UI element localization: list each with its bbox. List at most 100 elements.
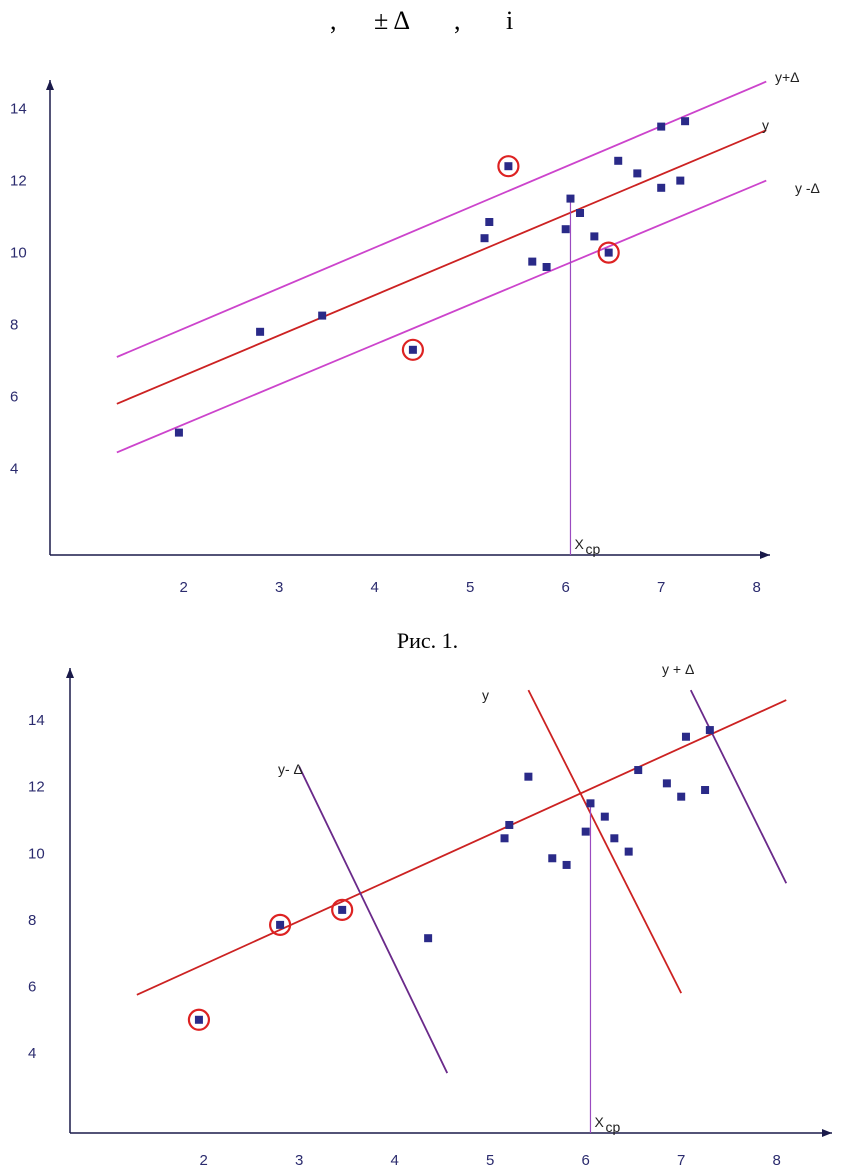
data-point [624, 847, 633, 856]
data-point [505, 820, 514, 829]
data-point [701, 786, 710, 795]
header-letter: і [506, 6, 514, 35]
data-point [548, 854, 557, 863]
y-tick-label: 10 [28, 845, 45, 862]
y-tick-label: 4 [28, 1045, 36, 1062]
x-tick-label: 2 [180, 579, 188, 596]
data-point [662, 779, 671, 788]
y-tick-label: 12 [10, 173, 27, 190]
data-point [480, 234, 489, 243]
y-tick-label: 6 [10, 389, 18, 406]
data-point [657, 122, 666, 131]
data-point [318, 311, 327, 320]
x-tick-label: 6 [582, 1152, 590, 1169]
outlier-circle [331, 898, 354, 921]
outlier-circle [269, 913, 292, 936]
data-point [633, 169, 642, 178]
data-point [174, 428, 183, 437]
data-point [677, 792, 686, 801]
x-tick-label: 8 [773, 1152, 781, 1169]
data-point [524, 772, 533, 781]
header-fragment: , ± Δ , і [0, 6, 855, 40]
x-tick-label: 5 [466, 579, 474, 596]
chart-1: 2 3 4 5 6 7 8 4 6 8 10 12 14 X ср y+Δ y y -Δ [10, 69, 820, 596]
line-label: y [482, 687, 489, 703]
data-point [542, 263, 551, 271]
data-point [561, 225, 570, 234]
data-point [528, 257, 537, 266]
data-point [581, 827, 590, 836]
outlier-circle [401, 338, 424, 361]
x-tick-label: 6 [562, 579, 570, 596]
data-point [566, 194, 575, 203]
y-axis-arrow [46, 80, 54, 90]
x-tick-label: 2 [200, 1152, 208, 1169]
x-tick-label: 3 [275, 579, 283, 596]
data-point [634, 766, 643, 775]
data-point [562, 860, 571, 869]
data-point [657, 183, 666, 192]
x-mean-subscript: ср [605, 1119, 620, 1135]
x-axis-arrow [760, 551, 770, 559]
data-point [424, 934, 433, 943]
data-point [604, 248, 613, 257]
data-point [504, 162, 513, 171]
data-point [256, 327, 265, 336]
series-line-2 [298, 766, 449, 1074]
x-tick-label: 4 [391, 1152, 399, 1169]
data-point [610, 834, 619, 843]
x-tick-label: 3 [295, 1152, 303, 1169]
x-tick-label: 5 [486, 1152, 494, 1169]
y-tick-label: 4 [10, 461, 18, 478]
x-mean-label: X [594, 1114, 604, 1130]
data-point [590, 232, 599, 241]
line-label: y [762, 117, 769, 133]
y-tick-label: 10 [10, 245, 27, 262]
header-plus-minus-delta: ± Δ [374, 6, 411, 35]
x-tick-label: 4 [371, 579, 379, 596]
y-axis-arrow [66, 668, 74, 678]
data-point [705, 726, 714, 735]
y-tick-label: 6 [28, 978, 36, 995]
header-comma: , [330, 6, 337, 35]
line-label: y+Δ [775, 69, 800, 85]
series-line-1 [527, 689, 683, 994]
x-mean-subscript: ср [585, 541, 600, 557]
data-point [681, 117, 690, 126]
series-line-2 [116, 179, 767, 454]
y-tick-label: 12 [28, 779, 45, 796]
data-point [676, 176, 685, 185]
y-tick-label: 8 [28, 912, 36, 929]
x-tick-label: 7 [657, 579, 665, 596]
series-line-0 [136, 699, 787, 996]
data-point [614, 156, 623, 165]
line-label: y -Δ [795, 180, 820, 196]
outlier-circle [497, 155, 520, 178]
data-point [600, 812, 609, 821]
figure-caption: Рис. 1. [396, 628, 459, 653]
line-label: y- Δ [278, 761, 303, 777]
header-comma-2: , [454, 6, 461, 35]
data-point [338, 905, 347, 914]
data-point [408, 345, 417, 354]
x-tick-label: 7 [677, 1152, 685, 1169]
series-line-3 [689, 689, 788, 884]
y-tick-label: 14 [10, 101, 27, 118]
line-label: y + Δ [662, 661, 694, 677]
x-tick-label: 8 [753, 579, 761, 596]
data-point [276, 920, 285, 929]
series-line-1 [116, 129, 767, 405]
y-tick-label: 8 [10, 317, 18, 334]
outlier-circle [597, 241, 620, 264]
outlier-circle [187, 1008, 211, 1031]
data-point [485, 218, 494, 226]
data-point [194, 1015, 203, 1024]
x-axis-arrow [822, 1129, 832, 1137]
y-tick-label: 14 [28, 712, 45, 729]
data-point [576, 209, 585, 217]
data-point [681, 732, 690, 741]
data-point [500, 834, 509, 843]
x-mean-label: X [574, 536, 584, 552]
data-point [586, 799, 595, 808]
